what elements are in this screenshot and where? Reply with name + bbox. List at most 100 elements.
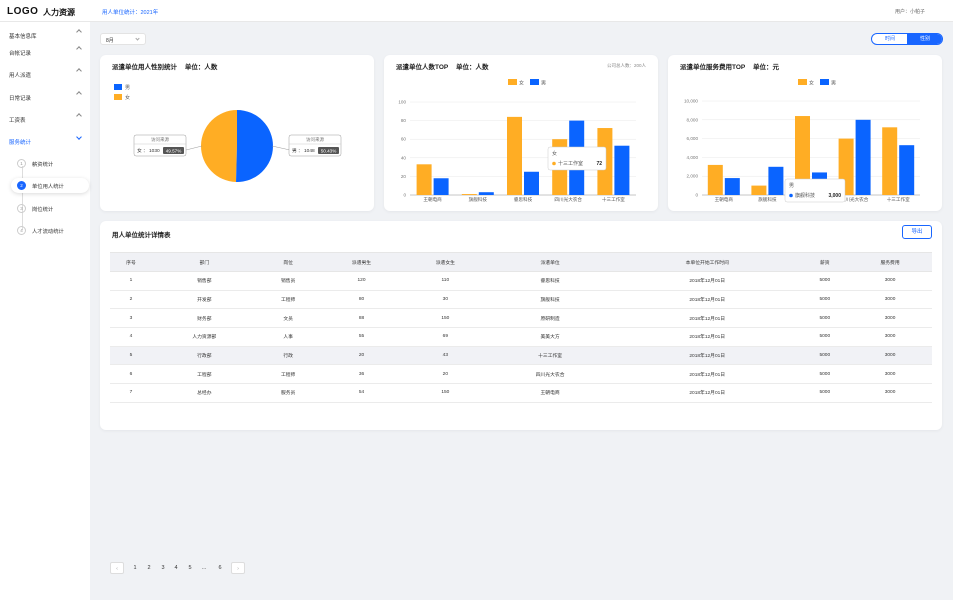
page-number[interactable]: 2 <box>147 565 151 571</box>
callout-percent: 50.43% <box>321 148 337 153</box>
legend-swatch <box>508 79 517 85</box>
y-tick-label: 100 <box>398 100 406 105</box>
chart-unit: 单位：人数 <box>184 64 218 71</box>
sidebar-item-basic-info[interactable]: 基本信息库 <box>0 25 90 45</box>
table-row[interactable]: 1 销售部 销售员 120 110 睿思科技 2018年12月01日 5000 3000 <box>110 271 932 291</box>
export-button[interactable]: 导出 <box>902 225 932 239</box>
bar-male[interactable] <box>724 178 740 195</box>
headcount-bar-chart: 女男020406080100王朝电商 旗舰科技 睿思科技 四川光大农合 十三工作室女十三… <box>398 79 636 203</box>
bar-male[interactable] <box>855 119 871 195</box>
table-cell: 5000 <box>801 271 849 291</box>
table-cell: 2018年12月01日 <box>612 271 802 291</box>
bar-male[interactable] <box>899 145 915 195</box>
table-cell: 销售员 <box>256 271 320 291</box>
page-number[interactable]: 1 <box>133 565 137 571</box>
bar-female[interactable] <box>707 164 723 195</box>
legend-label: 男 <box>541 81 546 87</box>
table-cell: 睿思科技 <box>487 271 613 291</box>
bar-male[interactable] <box>768 166 784 195</box>
table-cell: 80 <box>319 290 404 310</box>
y-tick-label: 20 <box>401 174 407 179</box>
toggle-time[interactable]: 时间 <box>884 36 895 42</box>
table-cell: 王朝电商 <box>487 383 613 403</box>
sub-item-unit-staff-stats[interactable]: 2 单位用人统计 <box>11 178 89 193</box>
y-tick-label: 10,000 <box>684 99 698 104</box>
table-header-row: 序号 部门 岗位 派遣男生 派遣女生 派遣单位 本单位开始工作时间 薪资 服务费用 <box>110 252 932 272</box>
table-cell: 150 <box>403 383 488 403</box>
y-tick-label: 40 <box>401 155 407 160</box>
bar-female[interactable] <box>461 194 477 195</box>
sidebar-item-payroll[interactable]: 工资表 <box>0 109 90 129</box>
x-tick-label: 睿思科技 <box>514 196 533 203</box>
sidebar-item-ledger[interactable]: 台帐记录 <box>0 42 90 62</box>
pie-slice-female[interactable] <box>200 110 237 182</box>
column-header: 本单位开始工作时间 <box>612 252 802 272</box>
bar-male[interactable] <box>478 192 494 195</box>
prev-page-button[interactable]: ‹ <box>110 562 124 574</box>
sub-item-label: 薪资统计 <box>32 162 54 168</box>
bar-male[interactable] <box>614 145 630 195</box>
sub-item-label: 单位用人统计 <box>32 184 64 190</box>
svg-text:：: ： <box>143 149 148 154</box>
next-page-button[interactable]: › <box>231 562 245 574</box>
chevron-up-icon <box>76 91 82 97</box>
bar-female[interactable] <box>507 116 522 195</box>
month-select[interactable]: 8月 <box>100 33 146 45</box>
table-cell: 十三工作室 <box>487 346 613 366</box>
chevron-up-icon <box>76 29 82 35</box>
sub-item-salary-stats[interactable]: 1 薪资统计 <box>11 156 89 171</box>
detail-table: 序号 部门 岗位 派遣男生 派遣女生 派遣单位 本单位开始工作时间 薪资 服务费用 1 销售部 销售… <box>110 252 932 403</box>
page-number[interactable]: 4 <box>174 565 178 571</box>
table-cell: 2018年12月01日 <box>612 383 802 403</box>
sidebar: 基本信息库 台帐记录 用人派遣 日常记录 工资表 服务统计 1 薪资统计 2 单… <box>0 22 90 600</box>
bar-male[interactable] <box>524 171 539 195</box>
service-fee-chart-card: 派遣单位服务费用TOP 单位：元 女男 0 2,000 4,000 6,000 8,000… <box>668 55 942 211</box>
table-row[interactable]: 5 行政部 行政 20 43 十三工作室 2018年12月01日 5000 3000 <box>110 346 932 366</box>
table-cell: 20 <box>403 364 488 385</box>
sidebar-item-service-stats[interactable]: 服务统计 <box>0 131 90 151</box>
tooltip-label: 旗舰科技 <box>795 192 815 199</box>
toggle-gender[interactable]: 性别 <box>907 34 942 44</box>
callout-caption: 访问来源 <box>306 136 324 143</box>
pie-slice-male[interactable] <box>236 110 273 182</box>
service-fee-bar-chart: 女男02,0004,0006,0008,00010,000王朝电商旗舰科技睿思科… <box>684 79 920 203</box>
table-cell: 工程师 <box>256 290 320 310</box>
user-name[interactable]: 用户：小帕子 <box>894 9 925 15</box>
table-cell: 2018年12月01日 <box>612 290 802 310</box>
bar-female[interactable] <box>416 164 432 195</box>
sidebar-item-dispatch[interactable]: 用人派遣 <box>0 64 90 84</box>
y-tick-label: 0 <box>695 193 698 198</box>
page-number[interactable]: 5 <box>188 565 192 571</box>
page-number[interactable]: 3 <box>161 565 165 571</box>
table-row[interactable]: 2 开发部 工程师 80 30 旗舰科技 2018年12月01日 5000 3000 <box>110 290 932 310</box>
bar-female[interactable] <box>751 185 767 195</box>
table-row[interactable]: 4 人力资源部 人事 55 69 美美大方 2018年12月01日 5000 3000 <box>110 327 932 347</box>
column-header: 派遣男生 <box>319 252 404 272</box>
table-row[interactable]: 3 财务部 文员 88 150 原研制造 2018年12月01日 5000 3000 <box>110 308 932 329</box>
sidebar-item-daily[interactable]: 日常记录 <box>0 87 90 107</box>
legend-swatch-female <box>114 94 122 100</box>
bar-male[interactable] <box>433 178 449 195</box>
sub-item-talent-flow-stats[interactable]: 4 人才流动统计 <box>11 223 89 238</box>
bar-female[interactable] <box>882 127 898 195</box>
table-cell: 36 <box>319 364 404 385</box>
table-cell: 2018年12月01日 <box>612 308 802 329</box>
legend-label: 男 <box>125 85 130 91</box>
column-header: 服务费用 <box>848 252 932 272</box>
page-number[interactable]: 6 <box>218 565 222 571</box>
table-cell: 7 <box>110 383 152 403</box>
sub-item-position-stats[interactable]: 3 岗位统计 <box>11 201 89 216</box>
table-cell: 5000 <box>801 383 849 403</box>
chart-title: 派遣单位用人性别统计 <box>112 64 177 71</box>
column-header: 序号 <box>110 252 152 272</box>
card-title: 派遣单位用人性别统计 单位：人数 <box>112 61 217 71</box>
table-row[interactable]: 6 工程部 工程师 36 20 四川光大农合 2018年12月01日 5000 3000 <box>110 364 932 385</box>
table-row[interactable]: 7 总经办 服务员 54 150 王朝电商 2018年12月01日 5000 3000 <box>110 383 932 403</box>
bar-female[interactable] <box>795 116 810 195</box>
page-ellipsis: ... <box>201 565 207 571</box>
pie-callout-female: 访问来源 女 ： 1030 49.57% <box>133 134 187 157</box>
svg-text:：: ： <box>298 149 303 154</box>
callout-value: 1030 <box>149 148 160 154</box>
tooltip-value: 3,000 <box>828 193 841 199</box>
table-cell: 行政 <box>256 346 320 366</box>
